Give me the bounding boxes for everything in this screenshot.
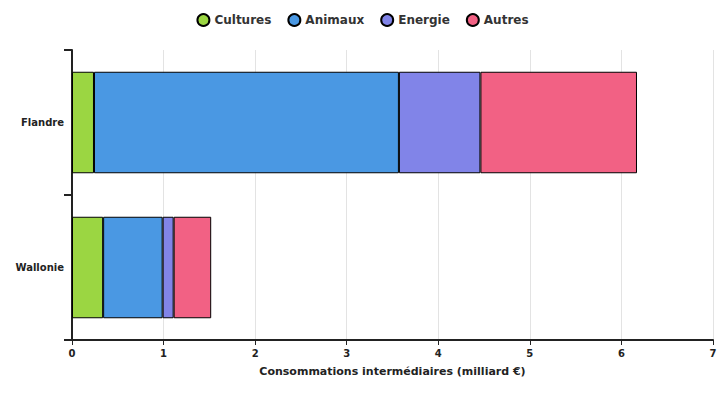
svg-text:6: 6 xyxy=(618,348,625,359)
svg-text:Consommations intermédiaires (: Consommations intermédiaires (milliard €… xyxy=(259,365,525,378)
svg-text:Cultures: Cultures xyxy=(214,13,271,27)
svg-text:1: 1 xyxy=(160,348,167,359)
svg-text:7: 7 xyxy=(710,348,717,359)
svg-text:2: 2 xyxy=(252,348,259,359)
svg-text:Energie: Energie xyxy=(398,13,450,27)
svg-text:4: 4 xyxy=(435,348,442,359)
svg-text:Animaux: Animaux xyxy=(305,13,364,27)
svg-text:0: 0 xyxy=(69,348,76,359)
svg-text:Wallonie: Wallonie xyxy=(16,262,65,273)
svg-text:3: 3 xyxy=(343,348,350,359)
svg-text:Flandre: Flandre xyxy=(21,117,64,128)
svg-text:Autres: Autres xyxy=(484,13,529,27)
svg-text:5: 5 xyxy=(526,348,533,359)
